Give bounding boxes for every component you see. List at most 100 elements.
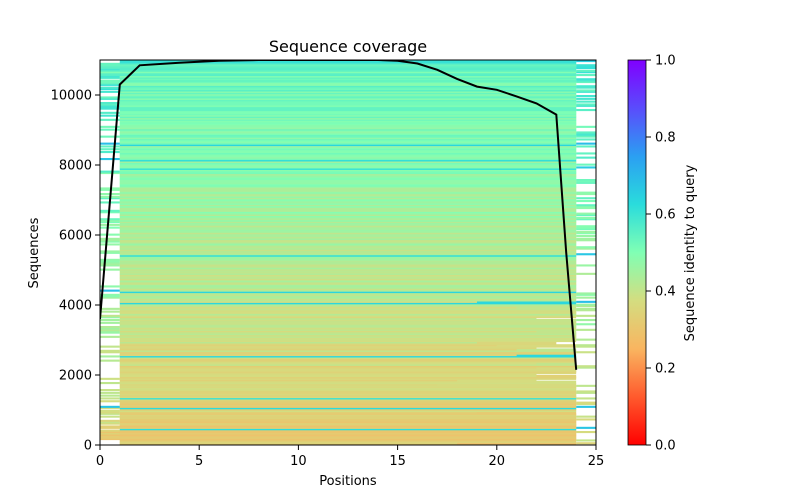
heatmap-edge-cell: [576, 212, 596, 215]
heatmap-edge-cell: [100, 97, 120, 100]
heatmap-edge-cell: [576, 272, 596, 275]
heatmap-edge-cell: [100, 321, 120, 324]
heatmap-edge-cell: [576, 300, 596, 303]
x-tick-label: 20: [489, 454, 506, 469]
heatmap-edge-cell: [576, 405, 596, 408]
heatmap-edge-cell: [100, 314, 120, 317]
heatmap-edge-cell: [576, 338, 596, 341]
heatmap-edge-cell: [100, 223, 120, 226]
heatmap-edge-cell: [100, 412, 120, 415]
x-tick-label: 5: [195, 454, 203, 469]
y-tick-label: 6000: [59, 229, 92, 244]
heatmap-edge-cell: [576, 135, 596, 138]
heatmap-edge-cell: [576, 366, 596, 369]
heatmap-edge-cell: [576, 125, 596, 128]
coverage-line: [100, 60, 578, 370]
heatmap-edge-cell: [576, 228, 596, 231]
heatmap-edge-cell: [100, 114, 120, 117]
x-axis: 0 5 10 15 20 25: [96, 445, 604, 469]
heatmap-edge-cell: [576, 296, 596, 299]
colorbar-tick-label: 1.0: [655, 54, 676, 69]
heatmap-edge-cell: [100, 389, 120, 392]
heatmap-edge-cell: [576, 293, 596, 296]
heatmap-edge-cell: [100, 258, 120, 261]
heatmap-edge-cell: [100, 125, 120, 128]
heatmap-edge-cell: [100, 355, 120, 358]
heatmap-edge-cell: [576, 163, 596, 166]
heatmap-edge-cell: [100, 345, 120, 348]
heatmap-edge-cell: [100, 90, 120, 93]
colorbar-tick-label: 0.6: [655, 208, 676, 223]
heatmap-edge-cell: [576, 418, 596, 421]
heatmap-edge-cell: [100, 394, 120, 397]
heatmap-edge-cell: [100, 104, 120, 107]
heatmap-edge-cell: [576, 60, 596, 63]
heatmap-edge-cell: [576, 401, 596, 404]
heatmap-edge-cell: [576, 390, 596, 393]
heatmap-edge-cell: [100, 86, 120, 89]
heatmap-edge-cell: [100, 377, 120, 380]
heatmap-edge-cell: [576, 131, 596, 134]
heatmap-edge-cell: [576, 103, 596, 106]
heatmap-edge-cell: [576, 205, 596, 208]
heatmap-edge-cell: [576, 204, 596, 207]
colorbar-tick-label: 0.0: [655, 439, 676, 454]
heatmap-edge-cell: [100, 135, 120, 138]
heatmap-edge-cell: [100, 226, 120, 229]
heatmap-edge-cell: [576, 181, 596, 184]
heatmap-edge-cell: [576, 90, 596, 93]
heatmap-edge-cell: [100, 239, 120, 242]
y-tick-label: 2000: [59, 369, 92, 384]
heatmap-edge-cell: [100, 76, 120, 79]
colorbar-tick-label: 0.2: [655, 362, 676, 377]
heatmap-edge-cell: [100, 107, 120, 110]
heatmap-edge-cell: [100, 316, 120, 319]
heatmap-edge-cell: [576, 69, 596, 72]
heatmap-edge-cell: [100, 250, 120, 253]
heatmap-edge-cell: [576, 292, 596, 295]
heatmap-edge-cell: [576, 193, 596, 196]
x-tick-label: 10: [290, 454, 307, 469]
heatmap-edge-cell: [100, 419, 120, 422]
heatmap-edge-cell: [100, 243, 120, 246]
heatmap-edge-cell: [576, 225, 596, 228]
heatmap-edge-cell: [576, 79, 596, 82]
heatmap-edge-cell: [576, 71, 596, 74]
heatmap-edge-cell: [100, 359, 120, 362]
heatmap-edge-cell: [100, 158, 120, 161]
heatmap-edge-cell: [100, 237, 120, 240]
heatmap-edge-cell: [100, 391, 120, 394]
heatmap-edge-cell: [100, 319, 120, 322]
x-tick-label: 0: [96, 454, 104, 469]
heatmap-edge-cell: [100, 330, 120, 333]
heatmap-edge-cell: [576, 351, 596, 354]
heatmap-edge-cell: [100, 187, 120, 190]
heatmap-edge-cell: [576, 314, 596, 317]
heatmap-row: [119, 60, 577, 64]
heatmap-edge-cell: [100, 328, 120, 331]
y-axis: 0 2000 4000 6000 8000 10000: [51, 89, 100, 454]
heatmap-edge-cell: [576, 200, 596, 203]
heatmap-edge-cell: [576, 232, 596, 235]
heatmap-edge-cell: [100, 142, 120, 145]
y-tick-label: 10000: [51, 89, 92, 104]
heatmap-edge-cell: [100, 75, 120, 78]
heatmap-edge-cell: [576, 142, 596, 145]
heatmap-edge-cell: [576, 216, 596, 219]
heatmap-edge-cell: [576, 328, 596, 331]
heatmap-edge-cell: [576, 145, 596, 148]
heatmap-edge-cell: [576, 309, 596, 312]
heatmap-edge-cell: [576, 67, 596, 70]
heatmap-edge-cell: [576, 89, 596, 92]
heatmap-edge-cell: [100, 68, 120, 71]
heatmap-edge-cell: [576, 226, 596, 229]
heatmap-edge-cell: [100, 410, 120, 413]
heatmap-edge-cell: [100, 83, 120, 86]
heatmap-edge-cell: [576, 132, 596, 135]
heatmap-edge-cell: [100, 263, 120, 266]
heatmap-edge-cell: [100, 331, 120, 334]
heatmap-edge-cell: [100, 326, 120, 329]
heatmap-edge-cell: [100, 268, 120, 271]
heatmap-edge-cell: [100, 151, 120, 154]
heatmap-edge-cell: [100, 221, 120, 224]
